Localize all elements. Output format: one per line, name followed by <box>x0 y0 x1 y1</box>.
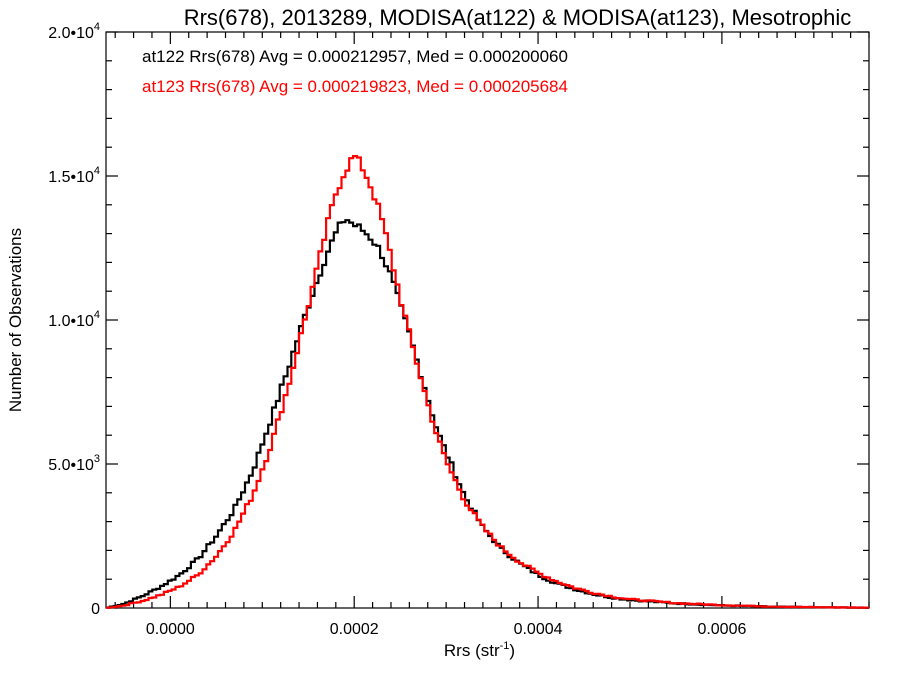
legend: at122 Rrs(678) Avg = 0.000212957, Med = … <box>142 47 568 96</box>
plot-frame <box>105 31 870 609</box>
series-line-at123 <box>106 155 869 609</box>
y-tick-label: 1.0•104 <box>48 309 100 330</box>
x-axis-label: Rrs (str-1) <box>444 640 515 660</box>
series-line-at122 <box>106 219 869 609</box>
series-layer <box>106 155 869 609</box>
y-axis: 0 5.0•103 1.0•104 1.5•104 2.0•104 <box>48 21 869 618</box>
y-axis-label: Number of Observations <box>6 228 25 412</box>
x-tick-label: 0.0004 <box>514 621 563 638</box>
x-tick-label: 0.0002 <box>330 621 379 638</box>
legend-entry: at123 Rrs(678) Avg = 0.000219823, Med = … <box>142 77 568 96</box>
chart-title: Rrs(678), 2013289, MODISA(at122) & MODIS… <box>184 5 852 30</box>
legend-entry: at122 Rrs(678) Avg = 0.000212957, Med = … <box>142 47 568 66</box>
x-tick-label: 0.0006 <box>697 621 746 638</box>
y-tick-label: 5.0•103 <box>48 453 100 474</box>
x-axis: 0.0000 0.0002 0.0004 0.0006 <box>114 32 870 638</box>
y-tick-label: 0 <box>91 601 100 618</box>
x-tick-label: 0.0000 <box>146 621 195 638</box>
y-tick-label: 1.5•104 <box>48 165 100 186</box>
y-tick-label: 2.0•104 <box>48 21 100 42</box>
